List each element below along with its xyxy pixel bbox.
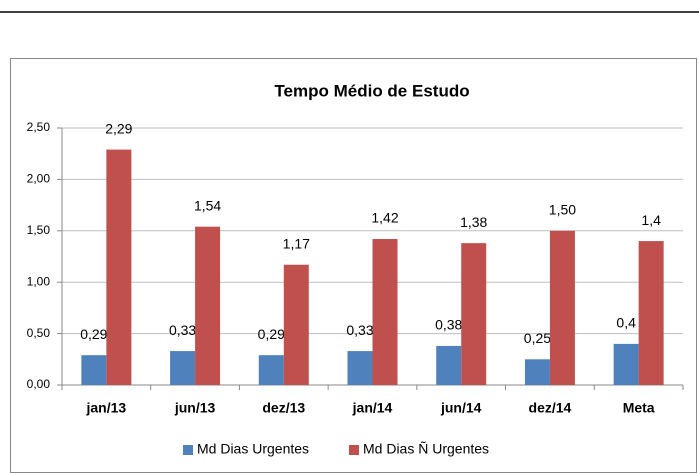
data-label: 1,38 [460, 214, 487, 230]
chart-title: Tempo Médio de Estudo [274, 81, 469, 100]
data-label: 1,17 [283, 235, 310, 251]
data-label: 1,4 [641, 212, 661, 228]
bar [283, 264, 309, 385]
bar [613, 343, 639, 385]
y-tick-label: 1,00 [27, 274, 51, 288]
bar [195, 226, 221, 385]
bar [638, 241, 664, 385]
y-tick-label: 2,50 [27, 120, 51, 134]
bar [436, 345, 462, 385]
legend-label: Md Dias Ñ Urgentes [363, 441, 489, 457]
data-label: 0,4 [616, 315, 636, 331]
data-label: 0,29 [80, 326, 107, 342]
bar [524, 359, 550, 385]
y-tick-label: 1,50 [27, 223, 51, 237]
bar [258, 355, 284, 385]
bar [106, 149, 132, 385]
data-label: 1,42 [371, 210, 398, 226]
y-tick-label: 0,00 [27, 377, 51, 391]
data-label: 1,50 [549, 202, 576, 218]
legend-swatch [183, 445, 193, 455]
bar [81, 355, 107, 385]
x-tick-label: jun/14 [440, 400, 482, 416]
bar [170, 351, 196, 385]
x-tick-label: Meta [623, 400, 655, 416]
data-label: 0,25 [524, 330, 551, 346]
data-label: 0,33 [346, 322, 373, 338]
x-tick-label: dez/14 [529, 400, 572, 416]
data-label: 0,29 [258, 326, 285, 342]
x-tick-label: jan/13 [86, 400, 127, 416]
legend-label: Md Dias Urgentes [197, 441, 309, 457]
bar [549, 230, 575, 385]
y-tick-label: 2,00 [27, 172, 51, 186]
bar [461, 243, 487, 385]
data-label: 1,54 [194, 197, 221, 213]
bar [372, 239, 398, 385]
data-label: 0,38 [435, 317, 462, 333]
data-label: 0,33 [169, 322, 196, 338]
x-tick-label: jun/13 [174, 400, 216, 416]
y-tick-label: 0,50 [27, 326, 51, 340]
legend-swatch [349, 445, 359, 455]
x-tick-label: dez/13 [262, 400, 305, 416]
data-label: 2,29 [105, 120, 132, 136]
x-tick-label: jan/14 [352, 400, 393, 416]
bar [347, 351, 373, 385]
